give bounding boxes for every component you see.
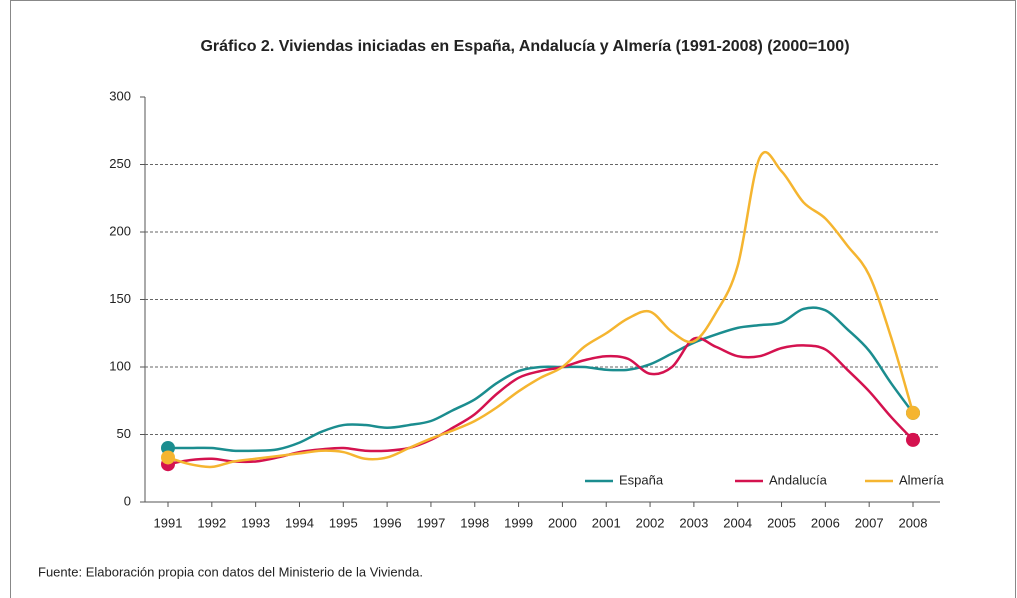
frame xyxy=(10,0,1016,598)
series-line xyxy=(167,336,914,466)
series-line xyxy=(168,306,915,453)
chart-title: Gráfico 2. Viviendas iniciadas en España… xyxy=(200,38,849,55)
x-tick-label: 1998 xyxy=(460,515,489,530)
x-tick-label: 1994 xyxy=(285,515,314,530)
y-tick-label: 250 xyxy=(109,156,131,171)
x-tick-label: 2007 xyxy=(855,515,884,530)
x-tick-label: 1996 xyxy=(373,515,402,530)
source-note: Fuente: Elaboración propia con datos del… xyxy=(38,564,423,579)
y-tick-label: 0 xyxy=(124,493,131,508)
x-tick-label: 1993 xyxy=(241,515,270,530)
x-tick-label: 2001 xyxy=(592,515,621,530)
legend-label: Andalucía xyxy=(769,472,828,487)
x-tick-label: 2008 xyxy=(899,515,928,530)
x-tick-label: 1992 xyxy=(197,515,226,530)
x-tick-label: 1991 xyxy=(154,515,183,530)
end-marker xyxy=(161,450,175,465)
x-tick-label: 1997 xyxy=(416,515,445,530)
series-line xyxy=(167,150,915,469)
y-tick-label: 50 xyxy=(117,426,131,441)
x-tick-label: 1999 xyxy=(504,515,533,530)
end-marker xyxy=(906,432,920,447)
x-tick-label: 2005 xyxy=(767,515,796,530)
legend-label: España xyxy=(619,472,664,487)
y-tick-label: 200 xyxy=(109,223,131,238)
x-tick-label: 1995 xyxy=(329,515,358,530)
x-tick-label: 2003 xyxy=(679,515,708,530)
y-tick-label: 100 xyxy=(109,358,131,373)
x-tick-label: 2006 xyxy=(811,515,840,530)
y-tick-label: 300 xyxy=(109,88,131,103)
end-marker xyxy=(906,405,920,420)
legend-label: Almería xyxy=(899,472,945,487)
x-tick-label: 2000 xyxy=(548,515,577,530)
x-tick-label: 2002 xyxy=(636,515,665,530)
x-tick-label: 2004 xyxy=(723,515,752,530)
y-tick-label: 150 xyxy=(109,291,131,306)
